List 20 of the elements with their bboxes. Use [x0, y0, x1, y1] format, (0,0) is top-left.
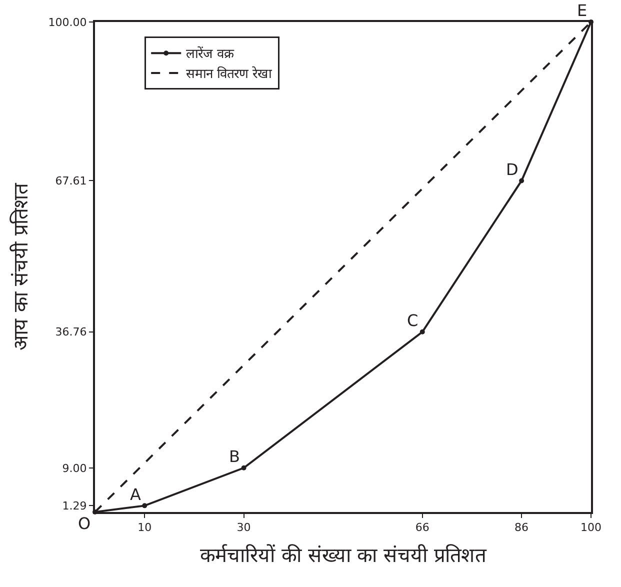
- annotation: A: [130, 485, 141, 504]
- annotation: C: [407, 311, 418, 330]
- y-tick-label: 1.29: [62, 500, 87, 513]
- annotation: E: [577, 1, 588, 20]
- x-tick-label: 86: [514, 521, 529, 534]
- annotation: D: [506, 160, 518, 179]
- x-tick-label: 10: [138, 521, 152, 534]
- x-tick-label: 100: [580, 521, 602, 534]
- x-axis-title: कर्मचारियों की संख्या का संचयी प्रतिशत: [200, 543, 487, 568]
- legend-label: लारेंज वक्र: [186, 46, 236, 62]
- y-tick-label: 36.76: [55, 326, 87, 339]
- y-tick-label: 100.00: [48, 16, 87, 29]
- x-tick-label: 66: [415, 521, 430, 534]
- y-tick-label: 9.00: [62, 462, 87, 475]
- legend-label: समान वितरण रेखा: [186, 66, 272, 82]
- x-tick-label: 30: [236, 521, 251, 534]
- annotation: B: [229, 447, 240, 466]
- annotation: O: [78, 514, 91, 533]
- y-tick-label: 67.61: [55, 174, 87, 188]
- y-axis-title: आय का संचयी प्रतिशत: [8, 182, 32, 351]
